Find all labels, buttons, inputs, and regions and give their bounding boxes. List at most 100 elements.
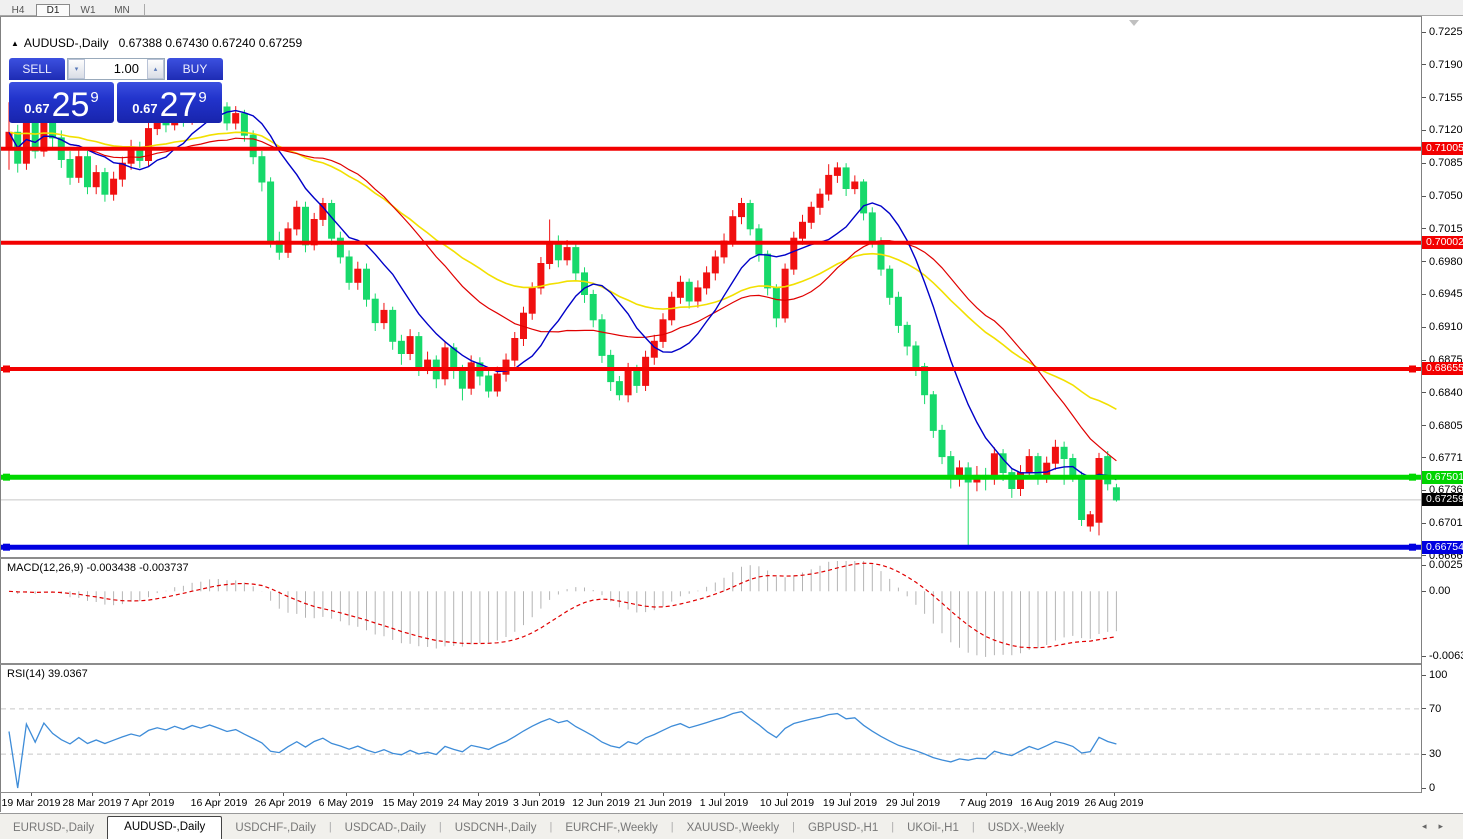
pane-border-top [0, 16, 1463, 17]
macd-tick [1422, 655, 1426, 657]
rsi-chart-canvas [1, 708, 1422, 789]
volume-decrease-button[interactable]: ▾ [68, 59, 85, 79]
one-click-trading-panel: SELL ▾ 1.00 ▴ BUY 0.67 25 9 0.67 27 9 [9, 58, 223, 123]
date-tick [663, 793, 664, 796]
volume-increase-button[interactable]: ▴ [147, 59, 164, 79]
price-tick [1422, 162, 1426, 164]
date-axis[interactable]: 19 Mar 2019 28 Mar 2019 7 Apr 2019 16 Apr 2… [0, 793, 1422, 812]
rsi-tick-label: 0 [1429, 782, 1436, 794]
date-tick [913, 793, 914, 796]
toolbar-separator [144, 4, 145, 15]
timeframe-button-MN[interactable]: MN [114, 5, 130, 16]
date-label: 16 Aug 2019 [1020, 797, 1080, 809]
macd-indicator-pane[interactable]: MACD(12,26,9) -0.003438 -0.003737 [0, 559, 1422, 663]
sell-quote-panel[interactable]: 0.67 25 9 [9, 82, 114, 123]
buy-button[interactable]: BUY [167, 58, 223, 80]
price-tag-0.67501: 0.67501 [1422, 470, 1463, 484]
date-tick [601, 793, 602, 796]
collapse-arrow-icon[interactable]: ▲ [11, 39, 19, 48]
date-label: 24 May 2019 [447, 797, 509, 809]
macd-tick-label: -0.006326 [1429, 650, 1463, 662]
ma-slow-line [8, 131, 1117, 411]
chart-tab-usdx-weekly[interactable]: USDX-,Weekly [987, 822, 1065, 834]
pane-separator-macd[interactable] [0, 557, 1463, 559]
chart-tab-eurusd-daily[interactable]: EURUSD-,Daily [13, 822, 95, 834]
date-label: 7 Aug 2019 [959, 797, 1013, 809]
chart-symbol-label: AUDUSD-,Daily [23, 36, 109, 50]
hline-handle-left[interactable] [3, 543, 10, 551]
chart-ohlc-values: 0.67388 0.67430 0.67240 0.67259 [118, 36, 303, 50]
macd-signal-line [8, 562, 1117, 649]
date-label: 21 Jun 2019 [634, 797, 692, 809]
hline-handle-left[interactable] [3, 365, 10, 373]
rsi-tick [1422, 787, 1426, 789]
chart-tab-audusd-daily[interactable]: AUDUSD-,Daily [107, 816, 223, 839]
pane-separator-rsi[interactable] [0, 663, 1463, 665]
price-tick [1422, 64, 1426, 66]
chart-tab-usdchf-daily[interactable]: USDCHF-,Daily [235, 822, 316, 834]
rsi-tick-label: 100 [1429, 669, 1448, 681]
chart-tab-eurchf-weekly[interactable]: EURCHF-,Weekly [565, 822, 658, 834]
date-label: 6 May 2019 [318, 797, 374, 809]
timeframe-button-H4[interactable]: H4 [11, 5, 25, 16]
date-tick [92, 793, 93, 796]
date-tick [1114, 793, 1115, 796]
chart-title: ▲ AUDUSD-,Daily 0.67388 0.67430 0.67240 0.… [11, 36, 302, 50]
hline-handle-right[interactable] [1409, 543, 1416, 551]
chart-shift-marker-icon[interactable] [1129, 20, 1139, 26]
pane-separator-dates [0, 792, 1463, 793]
hline-handle-left[interactable] [3, 473, 10, 481]
macd-tick [1422, 590, 1426, 592]
ma-fast-line [8, 109, 1117, 481]
date-tick [986, 793, 987, 796]
volume-spinner: ▾ 1.00 ▴ [67, 58, 165, 80]
main-chart-pane[interactable]: ▲ AUDUSD-,Daily 0.67388 0.67430 0.67240 0.… [0, 16, 1422, 557]
tab-separator: | [792, 821, 795, 833]
chart-tab-usdcnh-daily[interactable]: USDCNH-,Daily [454, 822, 537, 834]
timeframe-toolbar: H4 D1 W1 MN [0, 0, 1463, 17]
current-price-tag: 0.67259 [1422, 493, 1463, 507]
buy-quote-panel[interactable]: 0.67 27 9 [117, 82, 222, 123]
tab-separator: | [549, 821, 553, 833]
hline-handle-right[interactable] [1409, 473, 1416, 481]
rsi-line [8, 710, 1117, 789]
price-tick [1422, 195, 1426, 197]
price-tick [1422, 293, 1426, 295]
tab-separator: | [328, 821, 332, 833]
tab-separator: | [670, 821, 674, 833]
chart-tab-ukoil-h1[interactable]: UKOil-,H1 [907, 822, 959, 834]
chart-tab-usdcad-daily[interactable]: USDCAD-,Daily [344, 822, 426, 834]
date-tick [787, 793, 788, 796]
tab-scroll-arrows[interactable]: ◂▸ [1421, 821, 1455, 831]
rsi-indicator-pane[interactable]: RSI(14) 39.0367 [0, 665, 1422, 792]
ma-mid-line [8, 132, 1117, 462]
date-tick [478, 793, 479, 796]
tab-separator: | [891, 821, 895, 833]
date-label: 28 Mar 2019 [62, 797, 122, 809]
price-tag-0.70002: 0.70002 [1422, 236, 1463, 250]
macd-tick-label: 0.00 [1429, 585, 1451, 598]
price-tick [1422, 228, 1426, 230]
date-label: 26 Aug 2019 [1084, 797, 1144, 809]
chart-tab-gbpusd-h1[interactable]: GBPUSD-,H1 [807, 822, 879, 834]
date-tick [1050, 793, 1051, 796]
chart-tab-xauusd-weekly[interactable]: XAUUSD-,Weekly [686, 822, 780, 834]
hline-handle-right[interactable] [1409, 365, 1416, 373]
volume-input[interactable]: 1.00 [113, 61, 139, 76]
date-label: 1 Jul 2019 [699, 797, 749, 809]
sell-price-pipette: 9 [90, 89, 99, 106]
timeframe-button-W1[interactable]: W1 [80, 5, 96, 16]
timeframe-button-D1[interactable]: D1 [36, 4, 70, 17]
sell-button[interactable]: SELL [9, 58, 65, 80]
macd-tick-label: 0.002574 [1429, 559, 1463, 571]
price-tick [1422, 261, 1426, 263]
